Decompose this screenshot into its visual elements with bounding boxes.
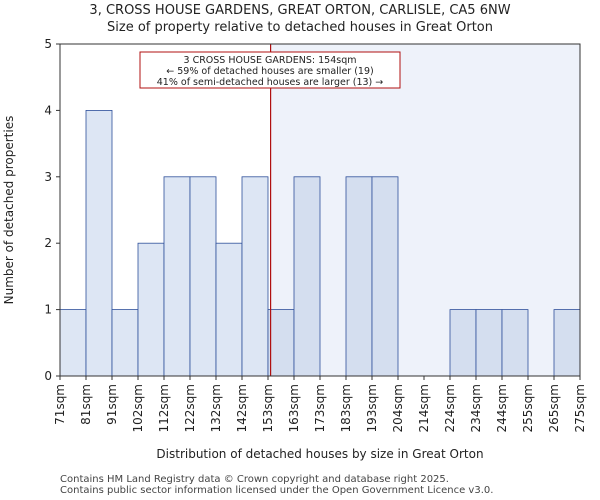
- y-tick-label: 2: [44, 236, 52, 250]
- x-tick-label: 81sqm: [79, 384, 93, 425]
- histogram-bar: [371, 176, 399, 377]
- y-tick-label: 4: [44, 103, 52, 117]
- footer-licence: Contains public sector information licen…: [60, 485, 494, 496]
- chart-title-subtitle: Size of property relative to detached ho…: [107, 20, 493, 35]
- x-tick-label: 234sqm: [469, 384, 483, 432]
- histogram-bar: [163, 176, 191, 377]
- x-tick-label: 173sqm: [313, 384, 327, 432]
- x-tick-label: 91sqm: [105, 384, 119, 425]
- x-tick-label: 244sqm: [495, 384, 509, 432]
- x-tick-label: 224sqm: [443, 384, 457, 432]
- y-tick-label: 5: [44, 37, 52, 51]
- histogram-bar: [189, 176, 217, 377]
- histogram-bar: [215, 242, 243, 377]
- annotation-line-1: 3 CROSS HOUSE GARDENS: 154sqm: [184, 55, 357, 66]
- annotation-line-2: ← 59% of detached houses are smaller (19…: [166, 66, 373, 77]
- x-tick-label: 275sqm: [573, 384, 587, 432]
- y-axis-label: Number of detached properties: [2, 116, 16, 305]
- y-tick-label: 3: [44, 170, 52, 184]
- histogram-bar: [267, 309, 295, 377]
- x-tick-label: 265sqm: [547, 384, 561, 432]
- footer-copyright: Contains HM Land Registry data © Crown c…: [60, 474, 449, 485]
- x-tick-label: 255sqm: [521, 384, 535, 432]
- x-tick-label: 163sqm: [287, 384, 301, 432]
- chart-title-address: 3, CROSS HOUSE GARDENS, GREAT ORTON, CAR…: [89, 3, 511, 18]
- x-tick-label: 132sqm: [209, 384, 223, 432]
- histogram-bar: [241, 176, 269, 377]
- histogram-bar: [475, 309, 503, 377]
- annotation-box: [139, 51, 401, 89]
- histogram-bar: [59, 309, 87, 377]
- x-tick-label: 193sqm: [365, 384, 379, 432]
- y-tick-label: 1: [44, 303, 52, 317]
- x-tick-label: 142sqm: [235, 384, 249, 432]
- histogram-bar: [501, 309, 529, 377]
- histogram-bar: [449, 309, 477, 377]
- histogram-bar: [137, 242, 165, 377]
- x-axis-label: Distribution of detached houses by size …: [156, 447, 483, 461]
- histogram-bar: [111, 309, 139, 377]
- x-tick-label: 204sqm: [391, 384, 405, 432]
- annotation-line-3: 41% of semi-detached houses are larger (…: [157, 77, 384, 88]
- x-tick-label: 112sqm: [157, 384, 171, 432]
- x-tick-label: 214sqm: [417, 384, 431, 432]
- histogram-bar: [553, 309, 581, 377]
- histogram-bar: [85, 110, 113, 377]
- histogram-bar: [345, 176, 373, 377]
- highlight-region: [270, 44, 580, 376]
- x-tick-label: 71sqm: [53, 384, 67, 425]
- x-tick-label: 183sqm: [339, 384, 353, 432]
- x-tick-label: 122sqm: [183, 384, 197, 432]
- x-tick-label: 153sqm: [261, 384, 275, 432]
- y-tick-label: 0: [44, 369, 52, 383]
- histogram-bar: [293, 176, 321, 377]
- x-tick-label: 102sqm: [131, 384, 145, 432]
